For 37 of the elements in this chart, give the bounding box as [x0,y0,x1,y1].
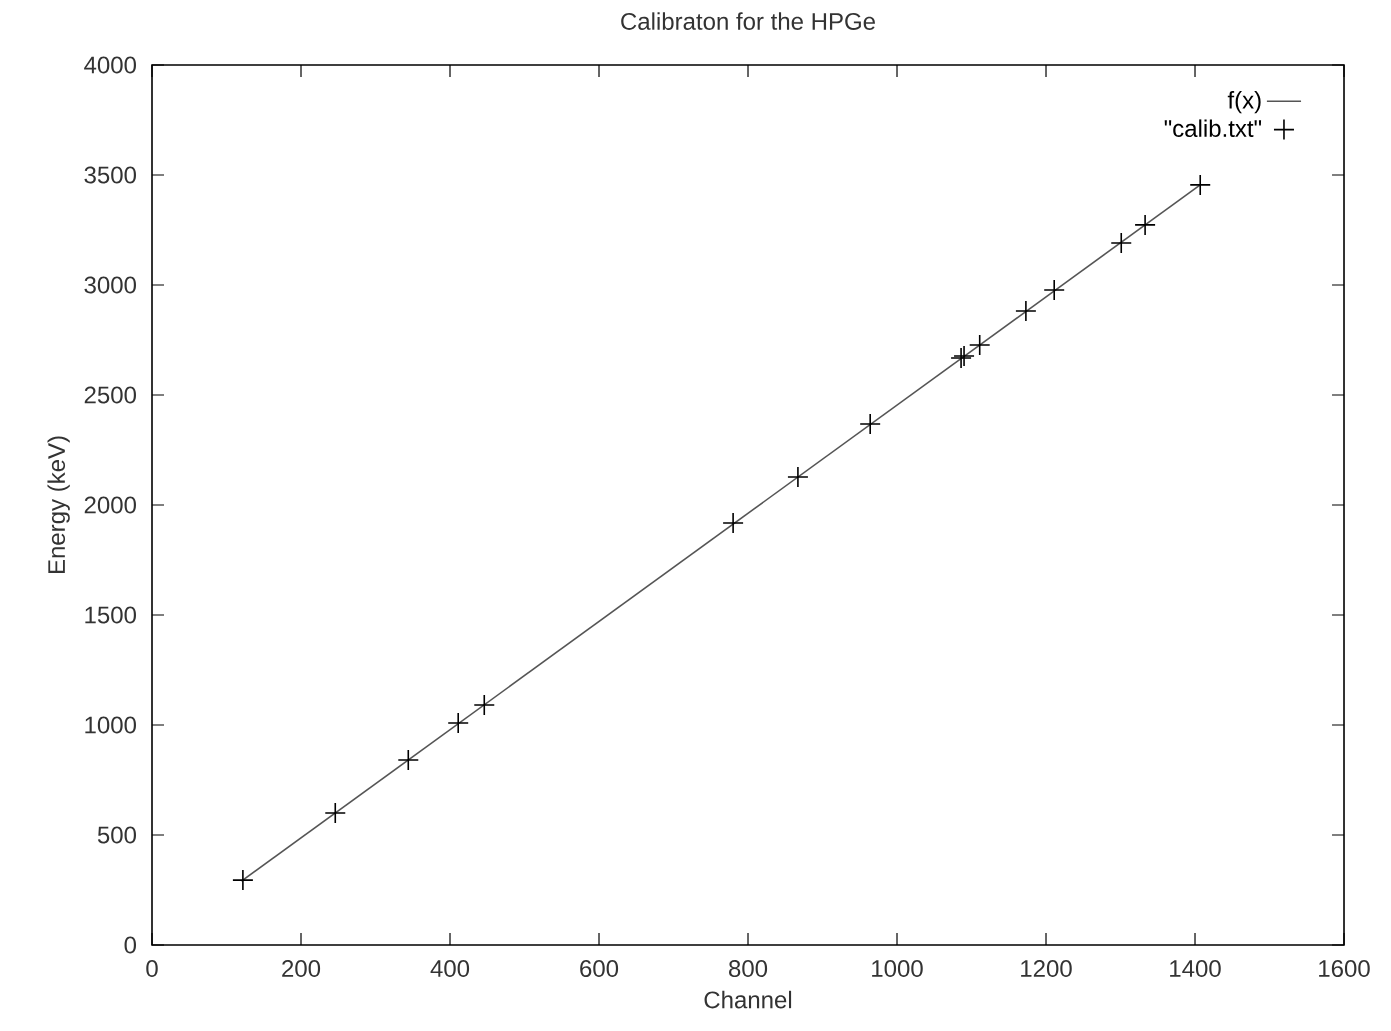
point [448,713,469,734]
point [1135,214,1156,235]
y-tick-label: 2000 [84,496,136,514]
y-tick-label: 1000 [85,716,136,734]
y-tick-label: 3000 [84,276,136,294]
x-tick-label: 800 [729,960,768,978]
y-axis-title: Energy (keV) [47,436,70,574]
x-tick-label: 400 [430,960,470,978]
point [398,749,419,770]
x-tick-label: 1400 [1170,960,1221,978]
x-tick-label: 0 [146,960,158,978]
point [969,335,990,356]
y-tick-label: 3500 [84,166,136,184]
chart-title: Calibraton for the HPGe [621,12,875,30]
point [232,870,253,891]
point [1044,280,1065,301]
y-tick-label: 2500 [84,386,136,404]
point [723,513,744,534]
point [1111,232,1132,253]
x-tick-label: 1200 [1021,960,1072,978]
y-tick-label: 500 [97,826,137,844]
point [860,414,881,435]
point [1190,174,1211,195]
point [1015,300,1036,321]
x-tick-label: 1600 [1319,960,1370,978]
point [787,467,808,488]
y-tick-label: 4000 [84,56,136,74]
x-tick-label: 600 [580,960,619,978]
x-tick-label: 1000 [872,960,923,978]
y-tick-label: 1500 [85,606,136,624]
x-axis-title: Channel [704,990,792,1009]
legend-label: "calib.txt" [1164,119,1262,137]
point [474,694,495,715]
x-tick-label: 200 [282,960,321,978]
y-tick-label: 0 [124,936,137,954]
point [325,802,346,823]
legend-label: f(x) [1227,91,1261,114]
